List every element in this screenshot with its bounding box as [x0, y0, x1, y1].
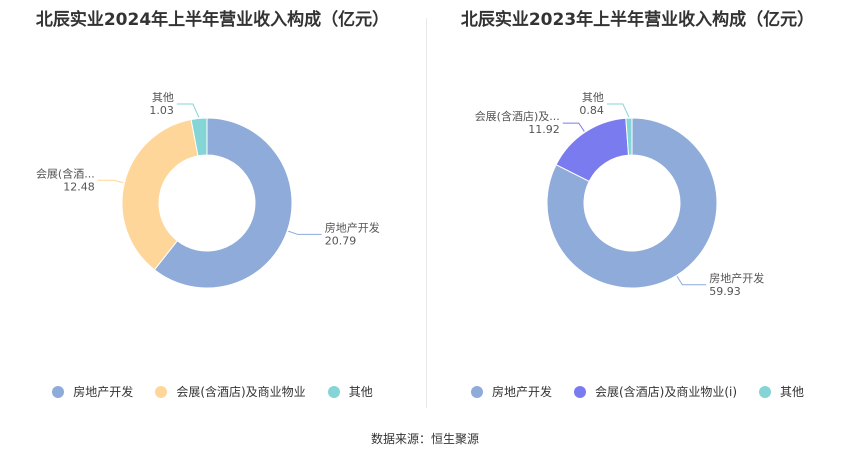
legend: 房地产开发 会展(含酒店)及商业物业 其他 [0, 383, 425, 400]
slice-value-label: 11.92 [528, 123, 560, 136]
leader-line [97, 179, 124, 184]
legend-item-other[interactable]: 其他 [327, 383, 373, 400]
donut-slice[interactable] [153, 117, 293, 289]
leader-line [176, 103, 200, 118]
chart-title: 北辰实业2023年上半年营业收入构成（亿元） [460, 10, 815, 30]
legend-item-real-estate[interactable]: 房地产开发 [52, 383, 133, 400]
legend-item-real-estate[interactable]: 房地产开发 [470, 383, 552, 400]
legend-item-exhibition[interactable]: 会展(含酒店)及商业物业 [155, 383, 306, 400]
donut-slice[interactable] [546, 117, 718, 289]
leader-line [676, 275, 707, 286]
slice-value-label: 20.79 [325, 234, 357, 247]
legend-label: 其他 [780, 385, 805, 399]
legend-item-other[interactable]: 其他 [759, 383, 804, 400]
panel-divider [426, 18, 427, 408]
slice-category-label: 会展(含酒店)及... [475, 109, 560, 123]
legend-swatch [759, 385, 772, 398]
leader-line [606, 103, 630, 118]
slice-category-label: 其他 [582, 91, 604, 104]
legend-swatch [52, 385, 65, 398]
legend-swatch [470, 385, 483, 398]
legend-label: 房地产开发 [73, 385, 134, 399]
legend: 房地产开发 会展(含酒店)及商业物业(i) 其他 [425, 383, 850, 400]
slice-category-label: 会展(含酒... [36, 166, 95, 180]
chart-panel-2023: 北辰实业2023年上半年营业收入构成（亿元） 房地产开发 59.93 会展(含酒店)… [425, 0, 850, 410]
legend-label: 其他 [348, 385, 373, 399]
legend-label: 会展(含酒店)及商业物业 [176, 385, 306, 399]
donut-slice[interactable] [121, 118, 199, 271]
leader-line [288, 230, 322, 235]
chart-title: 北辰实业2024年上半年营业收入构成（亿元） [35, 10, 390, 30]
legend-label: 会展(含酒店)及商业物业(i) [594, 385, 738, 399]
slice-value-label: 0.84 [579, 104, 604, 117]
data-source-note: 数据来源：恒生聚源 [370, 432, 479, 446]
slice-value-label: 12.48 [63, 180, 95, 193]
legend-label: 房地产开发 [491, 385, 552, 399]
slice-value-label: 1.03 [149, 104, 174, 117]
slice-category-label: 房地产开发 [709, 271, 764, 285]
slice-category-label: 其他 [152, 91, 174, 104]
legend-item-exhibition[interactable]: 会展(含酒店)及商业物业(i) [573, 383, 738, 400]
slice-value-label: 59.93 [709, 285, 741, 298]
donut-slice[interactable] [625, 117, 633, 156]
leader-line [562, 122, 585, 132]
legend-swatch [573, 385, 586, 398]
chart-panel-2024: 北辰实业2024年上半年营业收入构成（亿元） 房地产开发 20.79 会展(含酒..… [0, 0, 425, 410]
slice-category-label: 房地产开发 [325, 220, 380, 234]
legend-swatch [327, 385, 340, 398]
donut-slice[interactable] [190, 117, 208, 157]
legend-swatch [155, 385, 168, 398]
